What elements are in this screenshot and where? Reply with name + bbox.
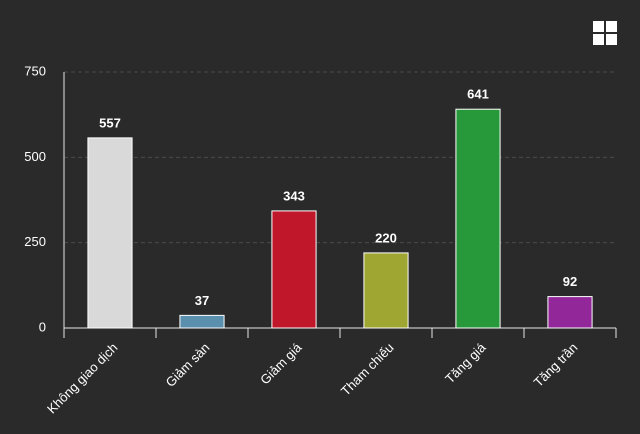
bar <box>87 137 133 329</box>
bar <box>363 252 409 329</box>
y-tick-label: 500 <box>24 149 46 164</box>
bar <box>179 314 225 329</box>
menu-square <box>593 34 604 45</box>
bar <box>455 108 501 329</box>
menu-icon[interactable] <box>593 21 617 45</box>
menu-square <box>593 21 604 32</box>
value-label: 92 <box>563 274 577 289</box>
value-label: 641 <box>467 87 489 102</box>
bar <box>271 210 317 329</box>
value-label: 343 <box>283 188 305 203</box>
y-tick-label: 250 <box>24 234 46 249</box>
value-label: 557 <box>99 115 121 130</box>
bar <box>547 296 593 329</box>
value-label: 37 <box>195 293 209 308</box>
y-tick-label: 750 <box>24 63 46 78</box>
y-tick-label: 0 <box>39 319 46 334</box>
value-label: 220 <box>375 230 397 245</box>
menu-square <box>606 34 617 45</box>
menu-square <box>606 21 617 32</box>
